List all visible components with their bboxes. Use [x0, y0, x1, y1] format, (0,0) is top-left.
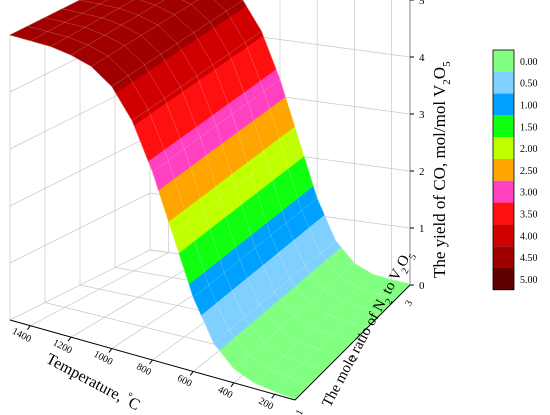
legend-swatch: [493, 180, 514, 203]
surface-mesh-line: [62, 8, 339, 356]
surface-mesh-line: [79, 0, 353, 342]
x-tick: [26, 325, 31, 331]
x-tick: [67, 336, 72, 342]
x-tick: [149, 359, 153, 365]
z-tick-label: 4: [419, 52, 425, 64]
legend-swatch: [493, 224, 514, 247]
surface-mesh-line: [172, 138, 299, 235]
surface-mesh-line: [9, 0, 81, 36]
legend-label: 1.00: [520, 101, 538, 112]
surface-mesh-line: [152, 79, 281, 173]
legend-label: 4.00: [520, 231, 538, 242]
legend-swatch: [493, 246, 514, 268]
surface-mesh-line: [213, 240, 336, 344]
y-tick-label: 3: [403, 299, 415, 309]
z-tick-label: 3: [419, 109, 425, 121]
legend-label: 4.50: [520, 253, 538, 264]
z-tick-label: 2: [419, 166, 425, 178]
y-axis-line: [294, 284, 411, 401]
surface-patch: [292, 383, 310, 400]
legend-label: 0.50: [520, 79, 538, 90]
z-tick-label: 0: [419, 280, 425, 292]
surface-mesh-line: [193, 198, 318, 298]
legend-swatch: [493, 71, 514, 94]
surface-layer: [9, 0, 411, 400]
legend-label: 3.50: [520, 210, 538, 221]
legend-label: 1.50: [520, 122, 538, 133]
legend-label: 0.00: [520, 57, 538, 68]
legend-swatch: [493, 93, 514, 116]
surface-mesh-line: [9, 34, 296, 400]
z-tick-label: 1: [419, 223, 425, 235]
surface-mesh-line: [294, 283, 411, 400]
legend-swatch: [493, 202, 514, 225]
x-tick: [230, 382, 235, 388]
surface-mesh-line: [30, 0, 108, 41]
legend-label: 5.00: [520, 275, 538, 286]
surface-mesh-line: [91, 0, 199, 67]
z-tick-label: 5: [419, 0, 425, 7]
x-tick: [189, 371, 194, 376]
surface-mesh-line: [254, 274, 374, 384]
x-tick-label: 1000: [92, 349, 115, 368]
x-tick-label: 1400: [10, 326, 33, 345]
surface-mesh-line: [139, 0, 367, 328]
legend-swatch: [493, 50, 514, 72]
surface-mesh-line: [70, 0, 165, 56]
x-tick: [271, 393, 276, 399]
surface-mesh-line: [132, 31, 262, 121]
surface-mesh-line: [50, 0, 135, 47]
legend-label: 2.00: [520, 144, 538, 155]
legend-swatch: [493, 268, 514, 290]
x-tick: [108, 348, 113, 353]
legend-label: 2.50: [520, 166, 538, 177]
surface-mesh-line: [233, 263, 355, 369]
surface-mesh-line: [27, 26, 310, 385]
surface-mesh-line: [181, 0, 382, 313]
legend-swatch: [493, 137, 514, 159]
y-tick-label: 1: [294, 408, 306, 415]
legend: 0.00 0.50 1.00 1.50 2.00 2.50 3.00 3.50 4.00 4.50…: [492, 49, 538, 291]
surface-mesh-line: [242, 0, 411, 285]
legend-frame: [492, 49, 515, 291]
y-tick-label: 2: [349, 353, 361, 363]
legend-label: 3.00: [520, 188, 538, 199]
legend-swatch: [493, 159, 514, 181]
surface-mesh-line: [274, 279, 392, 392]
legend-swatch: [493, 115, 514, 138]
surface-mesh-line: [213, 0, 396, 299]
surface-mesh-line: [111, 0, 243, 87]
surface-mesh-line: [44, 17, 324, 371]
z-axis-title: The yield of CO, mol/mol V2O5: [430, 61, 453, 278]
